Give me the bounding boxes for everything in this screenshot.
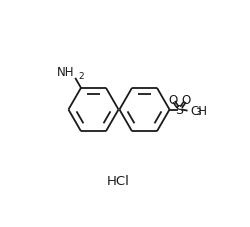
Text: 3: 3 <box>196 108 201 117</box>
Text: O: O <box>182 94 191 107</box>
Text: S: S <box>176 104 184 116</box>
Text: O: O <box>168 94 177 107</box>
Text: HCl: HCl <box>107 175 130 188</box>
Text: 2: 2 <box>78 71 84 80</box>
Text: CH: CH <box>190 104 207 117</box>
Text: NH: NH <box>57 65 74 78</box>
